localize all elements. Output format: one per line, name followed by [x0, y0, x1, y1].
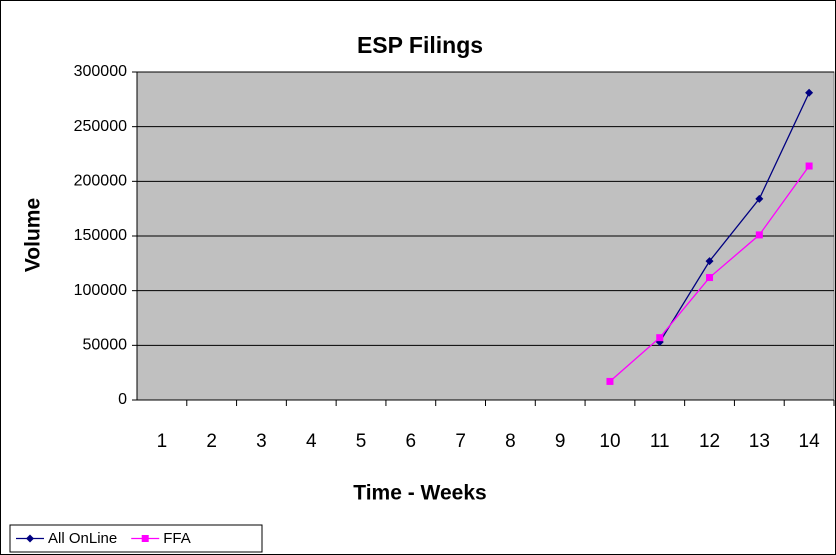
x-tick-label: 8: [505, 431, 516, 452]
x-axis-label: Time - Weeks: [353, 482, 486, 505]
x-tick-label: 14: [799, 431, 821, 452]
y-tick-label: 50000: [83, 337, 128, 354]
legend-label: All OnLine: [48, 530, 117, 547]
data-point: [755, 231, 763, 239]
x-tick-label: 13: [749, 431, 770, 452]
data-point: [805, 162, 813, 170]
x-tick-label: 9: [555, 431, 566, 452]
x-tick-label: 10: [599, 431, 620, 452]
data-point: [706, 274, 714, 282]
y-tick-label: 200000: [74, 173, 127, 190]
y-tick-label: 100000: [74, 282, 127, 299]
y-tick-label: 0: [118, 391, 127, 408]
data-point: [805, 88, 814, 97]
legend-label: FFA: [163, 530, 191, 547]
series-line: [659, 92, 810, 343]
x-tick-label: 12: [699, 431, 720, 452]
y-axis-label: Volume: [22, 198, 45, 272]
x-tick-label: 7: [455, 431, 466, 452]
data-point: [606, 377, 614, 385]
x-tick-label: 5: [356, 431, 367, 452]
legend-marker: [141, 535, 149, 542]
x-tick-label: 2: [206, 431, 217, 452]
data-point: [705, 257, 714, 266]
data-point: [755, 194, 764, 203]
chart-title: ESP Filings: [357, 32, 483, 58]
x-tick-label: 3: [256, 431, 267, 452]
x-tick-label: 4: [306, 431, 317, 452]
legend-marker: [26, 534, 34, 543]
y-tick-label: 300000: [74, 63, 127, 80]
y-tick-label: 250000: [74, 118, 127, 135]
x-tick-label: 6: [406, 431, 417, 452]
data-point: [656, 334, 664, 342]
x-tick-label: 11: [650, 431, 670, 452]
y-tick-label: 150000: [74, 227, 127, 244]
x-tick-label: 1: [157, 431, 168, 452]
